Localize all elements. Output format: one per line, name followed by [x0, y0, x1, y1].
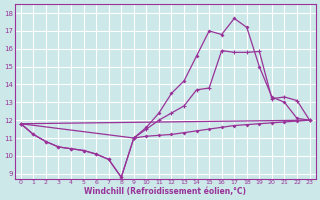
X-axis label: Windchill (Refroidissement éolien,°C): Windchill (Refroidissement éolien,°C): [84, 187, 246, 196]
